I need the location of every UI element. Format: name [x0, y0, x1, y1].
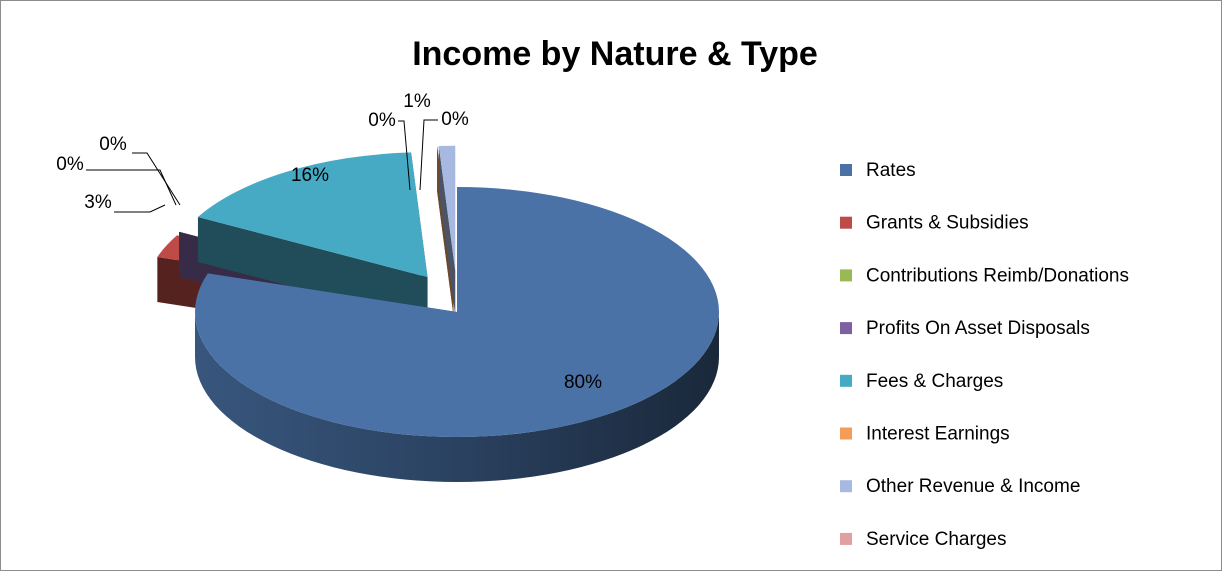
data-label: 16%: [291, 165, 329, 186]
legend-swatch: [840, 164, 852, 176]
legend-label: Rates: [866, 160, 916, 181]
leader-line: [419, 119, 438, 191]
data-label: 80%: [564, 372, 602, 393]
slice-top: [437, 146, 454, 271]
slice-top: [438, 145, 456, 271]
legend-swatch: [840, 216, 852, 229]
legend-swatch: [840, 427, 852, 440]
legend-label: Interest Earnings: [866, 424, 1010, 445]
data-label: 0%: [56, 154, 84, 175]
slice-top: [197, 152, 428, 278]
slice-side: [197, 216, 428, 323]
legend-swatch: [840, 374, 852, 387]
slice-wall: [195, 312, 719, 482]
chart-title: Income by Nature & Type: [412, 35, 818, 73]
data-label: 1%: [403, 91, 431, 112]
slice-top: [195, 187, 720, 437]
legend-swatch: [840, 480, 852, 493]
legend-label: Contributions Reimb/Donations: [866, 265, 1129, 286]
data-label: 0%: [441, 109, 469, 130]
legend-label: Fees & Charges: [866, 371, 1003, 392]
leader-line: [132, 152, 181, 206]
data-label: 0%: [99, 134, 127, 155]
slice: [195, 187, 720, 482]
leader-line: [86, 169, 177, 206]
slice: [438, 145, 456, 316]
leader-line: [398, 120, 411, 191]
legend-label: Other Revenue & Income: [866, 476, 1080, 497]
legend-label: Service Charges: [866, 529, 1006, 550]
legend-label: Profits On Asset Disposals: [866, 318, 1090, 339]
legend-swatch: [840, 532, 852, 545]
legend-swatch: [840, 322, 852, 335]
legend-swatch: [840, 269, 852, 282]
legend: Rates Grants & Subsidies Contributions Rei…: [840, 160, 1129, 550]
pie: 80%3%0%0%16%0%1%0%: [56, 91, 720, 482]
slice: [197, 152, 428, 323]
leader-line: [114, 204, 166, 213]
data-label: 0%: [368, 110, 396, 131]
legend-label: Grants & Subsidies: [866, 213, 1029, 234]
slice-side: [438, 146, 456, 316]
data-label: 3%: [84, 192, 112, 213]
